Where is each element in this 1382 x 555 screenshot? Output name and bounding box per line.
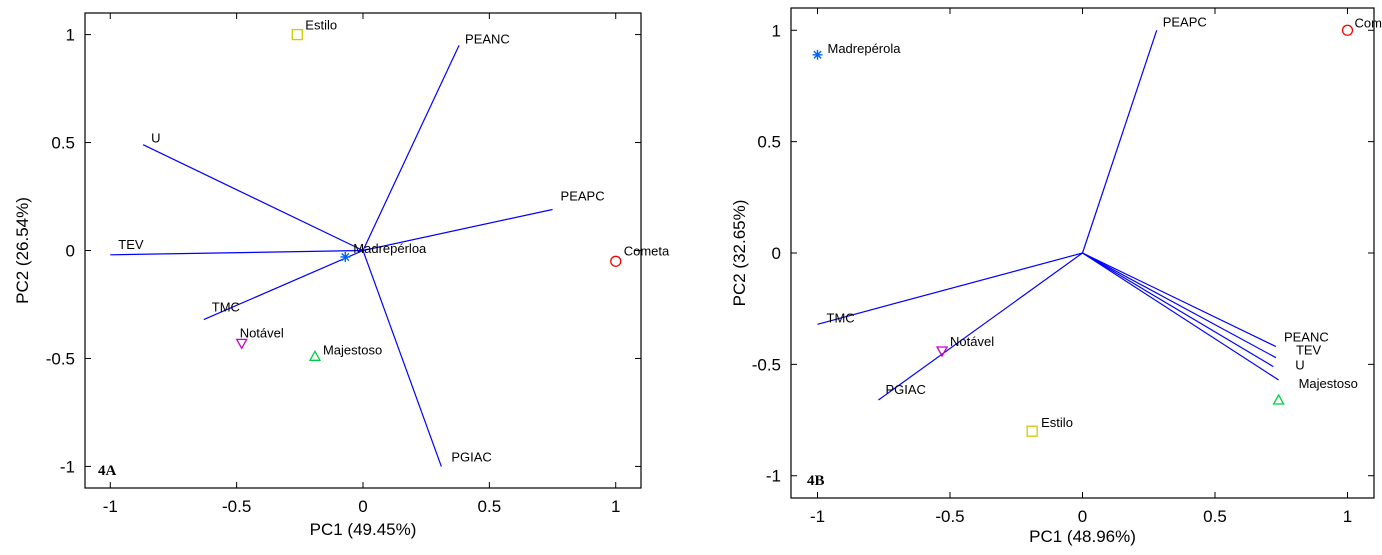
chart-4a-loading-label-peanc: PEANC [465,31,510,46]
chart-4a-point-label-estilo: Estilo [305,18,337,33]
chart-4b-x-axis-title: PC1 (48.96%) [1029,527,1136,546]
chart-4b-point-madreperola-star [813,50,823,60]
chart-4b-loading-tmc [818,253,1083,324]
chart-4a-point-label-cometa: Cometa [624,243,670,258]
chart-4b-point-label-estilo: Estilo [1041,415,1073,430]
chart-4b-point-label-cometa: Cometa [1355,15,1382,30]
chart-4b-loading-majestoso [1083,253,1279,380]
chart-4a-y-tick-label: -0.5 [46,349,75,368]
chart-4a-point-label-majestoso: Majestoso [323,342,382,357]
chart-4a-loading-label-u: U [151,131,160,146]
chart-4b-loading-label-u: U [1295,358,1304,373]
chart-4a-loading-u [143,145,363,251]
chart-4a-loading-label-peapc: PEAPC [561,188,605,203]
chart-4b-point-estilo-square [1027,426,1037,436]
chart-4b-point-unnamed-triangle-up [1274,395,1284,404]
chart-4a-loading-label-pgiac: PGIAC [451,449,491,464]
chart-4b-y-axis-title: PC2 (32.65%) [730,200,749,307]
chart-4a-point-madreperloa-star [340,252,350,262]
biplot-4b: -1 -0.5 0 0.5 1 -1 -0.5 0 0.5 1 PC1 (48.96%) PC2 (3… [691,0,1382,550]
chart-4a-point-estilo-square [292,30,302,40]
chart-4b-y-tick-label: 1 [772,21,781,40]
chart-4b-point-label-madreperola: Madrepérola [828,41,902,56]
chart-4b-panel-tag: 4B [807,473,825,489]
chart-4a-loading-label-tev: TEV [118,237,144,252]
chart-4a-panel-tag: 4A [98,463,117,479]
chart-4a-x-tick-label: 0.5 [478,497,502,516]
chart-4a-x-tick-label: 1 [611,497,620,516]
chart-4b-x-tick-label: -0.5 [935,507,964,526]
chart-4b-point-cometa-circle [1343,25,1353,35]
chart-4a-y-tick-label: 0 [66,242,75,261]
chart-4b-y-tick-label: -1 [766,467,781,486]
chart-4b-x-tick-label: 0.5 [1203,507,1227,526]
chart-4a-y-tick-label: 1 [66,26,75,45]
chart-4a-point-majestoso-triangle-up [310,351,320,360]
chart-4a-point-label-madreperloa: Madrepérloa [353,241,427,256]
chart-4a-y-tick-label: -1 [60,457,75,476]
chart-4a-x-tick-label: -1 [103,497,118,516]
chart-4b-y-tick-label: -0.5 [752,355,781,374]
chart-4b-loading-label-tmc: TMC [827,310,855,325]
chart-4b-loading-label-pgiac: PGIAC [885,382,925,397]
chart-4b-y-tick-label: 0.5 [757,133,781,152]
chart-4b-x-tick-label: 0 [1078,507,1087,526]
chart-4b-loading-label-tev: TEV [1296,343,1322,358]
chart-4a-x-tick-label: -0.5 [222,497,251,516]
chart-4b-loading-u [1083,253,1274,367]
chart-4a-x-tick-label: 0 [358,497,367,516]
chart-4b-x-tick-label: -1 [810,507,825,526]
chart-panel-4a: -1 -0.5 0 0.5 1 -1 -0.5 0 0.5 1 PC1 (49.45%) PC2 (2… [0,0,680,550]
chart-4a-x-axis-title: PC1 (49.45%) [310,520,417,539]
chart-4a-loading-pgiac [363,251,441,467]
chart-4a-y-tick-label: 0.5 [51,134,75,153]
chart-4a-y-axis-title: PC2 (26.54%) [13,197,32,304]
chart-4a-point-notavel-triangle-down [237,339,247,348]
chart-4b-loading-tev [1083,253,1276,358]
chart-4a-loading-label-tmc: TMC [212,300,240,315]
chart-panel-4b: -1 -0.5 0 0.5 1 -1 -0.5 0 0.5 1 PC1 (48.96%) PC2 (3… [691,0,1382,550]
chart-4a-loading-tev [110,251,363,255]
chart-4b-loading-peapc [1083,30,1157,253]
chart-4b-loading-label-peapc: PEAPC [1163,14,1207,29]
chart-4a-loading-peanc [363,45,459,250]
chart-4b-x-tick-label: 1 [1343,507,1352,526]
biplot-4a: -1 -0.5 0 0.5 1 -1 -0.5 0 0.5 1 PC1 (49.45%) PC2 (2… [0,0,680,550]
chart-4b-loading-label-majestoso: Majestoso [1299,376,1358,391]
chart-4b-point-label-notavel: Notável [950,334,994,349]
chart-4a-point-cometa-circle [611,256,621,266]
chart-4b-y-tick-label: 0 [772,244,781,263]
chart-4b-loading-pgiac [878,253,1082,400]
chart-4b-loading-peanc [1083,253,1276,347]
chart-4a-point-label-notavel: Notável [240,325,284,340]
